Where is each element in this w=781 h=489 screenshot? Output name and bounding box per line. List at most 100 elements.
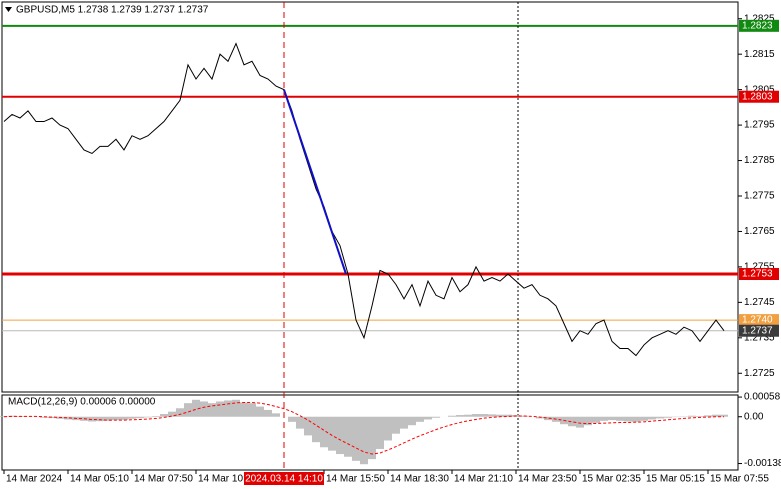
- histogram-bar: [408, 416, 416, 426]
- histogram-bar: [272, 413, 280, 417]
- crosshair-label: 2024.03.14 14:10: [245, 474, 323, 485]
- y-tick-label: 1.2785: [744, 155, 775, 166]
- histogram-bar: [216, 401, 224, 417]
- histogram-bar: [488, 414, 496, 417]
- x-tick-label: 14 Mar 2024: [6, 474, 63, 485]
- y-tick-label: 1.2795: [744, 120, 775, 131]
- x-tick-label: 15 Mar 05:15: [646, 474, 705, 485]
- menu-triangle: [5, 7, 12, 12]
- histogram-bar: [248, 403, 256, 417]
- histogram-bar: [632, 416, 640, 422]
- histogram-bar: [176, 408, 184, 417]
- histogram-bar: [104, 416, 112, 421]
- x-tick-label: 15 Mar 02:35: [582, 474, 641, 485]
- histogram-bar: [136, 416, 144, 419]
- histogram-bar: [504, 414, 512, 417]
- level-label-box: [739, 90, 779, 103]
- histogram-bar: [48, 416, 56, 419]
- y-tick-label: 1.2765: [744, 226, 775, 237]
- histogram-bar: [96, 416, 104, 422]
- histogram-bar: [168, 411, 176, 417]
- histogram-bar: [384, 416, 392, 441]
- histogram-bar: [368, 416, 376, 460]
- histogram-bar: [720, 414, 728, 417]
- price-line: [3, 42, 725, 357]
- y-tick-label: 1.2805: [744, 84, 775, 95]
- histogram-bar: [240, 402, 248, 417]
- histogram-bar: [192, 399, 200, 417]
- histogram-bar: [360, 416, 368, 465]
- histogram-bar: [536, 416, 544, 419]
- y-tick-label: 0.00058: [744, 392, 781, 403]
- histogram-bar: [344, 416, 352, 457]
- histogram-bar: [184, 403, 192, 417]
- histogram-bar: [232, 399, 240, 417]
- price-frame: [1, 1, 739, 393]
- histogram-bar: [432, 416, 440, 418]
- trend-line: [283, 89, 347, 275]
- crosshair-label-box: [244, 472, 324, 485]
- histogram-bar: [160, 414, 168, 417]
- histogram-bar: [688, 415, 696, 417]
- histogram-bar: [64, 416, 72, 420]
- histogram-bar: [40, 416, 48, 418]
- chart-title: GBPUSD,M5 1.2738 1.2739 1.2737 1.2737: [16, 5, 209, 16]
- histogram-bar: [88, 416, 96, 422]
- histogram-bar: [696, 416, 704, 417]
- histogram-bar: [496, 414, 504, 417]
- y-tick-label: 1.2775: [744, 191, 775, 202]
- x-tick-label: 14 Mar 10:30: [198, 474, 257, 485]
- histogram-bar: [568, 416, 576, 427]
- histogram-bar: [208, 403, 216, 417]
- histogram-bar: [712, 414, 720, 417]
- level-label: 1.2803: [742, 91, 773, 102]
- histogram-bar: [656, 416, 664, 419]
- y-tick-label: 0.00: [744, 411, 764, 422]
- histogram-bar: [600, 416, 608, 421]
- x-tick-label: 14 Mar 18:30: [390, 474, 449, 485]
- macd-title: MACD(12,26,9) 0.00006 0.00000: [8, 397, 156, 408]
- histogram-bar: [392, 416, 400, 434]
- level-label: 1.2753: [742, 269, 773, 280]
- histogram-bar: [336, 416, 344, 455]
- histogram-bar: [592, 416, 600, 423]
- histogram-bar: [424, 416, 432, 420]
- histogram-bar: [256, 406, 264, 417]
- histogram-bar: [584, 416, 592, 426]
- histogram-bar: [144, 416, 152, 418]
- y-tick-label: 1.2815: [744, 49, 775, 60]
- histogram-bar: [224, 400, 232, 417]
- histogram-bar: [320, 416, 328, 448]
- histogram-bar: [416, 416, 424, 422]
- level-label-box: [739, 314, 779, 327]
- histogram-bar: [544, 416, 552, 421]
- x-tick-label: 14 Mar 15:50: [326, 474, 385, 485]
- x-tick-label: 15 Mar 07:55: [710, 474, 769, 485]
- histogram-bar: [200, 401, 208, 417]
- x-tick-label: 14 Mar 21:10: [454, 474, 513, 485]
- histogram-bar: [288, 416, 296, 422]
- histogram-bar: [616, 416, 624, 421]
- histogram-bar: [464, 414, 472, 417]
- histogram-bar: [448, 415, 456, 417]
- y-tick-label: -0.00138: [744, 458, 781, 469]
- level-label-box: [739, 324, 779, 337]
- histogram-bar: [576, 416, 584, 428]
- histogram-bar: [296, 416, 304, 429]
- level-label: 1.2740: [742, 315, 773, 326]
- histogram-bar: [624, 416, 632, 422]
- histogram-bar: [128, 416, 136, 419]
- level-label-box: [739, 268, 779, 280]
- y-tick-label: 1.2735: [744, 332, 775, 343]
- histogram-bar: [608, 416, 616, 421]
- macd-frame: [1, 394, 739, 471]
- histogram-bar: [400, 416, 408, 429]
- histogram-bar: [472, 414, 480, 417]
- histogram-bar: [328, 416, 336, 451]
- histogram-bar: [152, 416, 160, 417]
- level-label: 1.2737: [742, 325, 773, 336]
- histogram-bar: [120, 416, 128, 420]
- histogram-bar: [312, 416, 320, 443]
